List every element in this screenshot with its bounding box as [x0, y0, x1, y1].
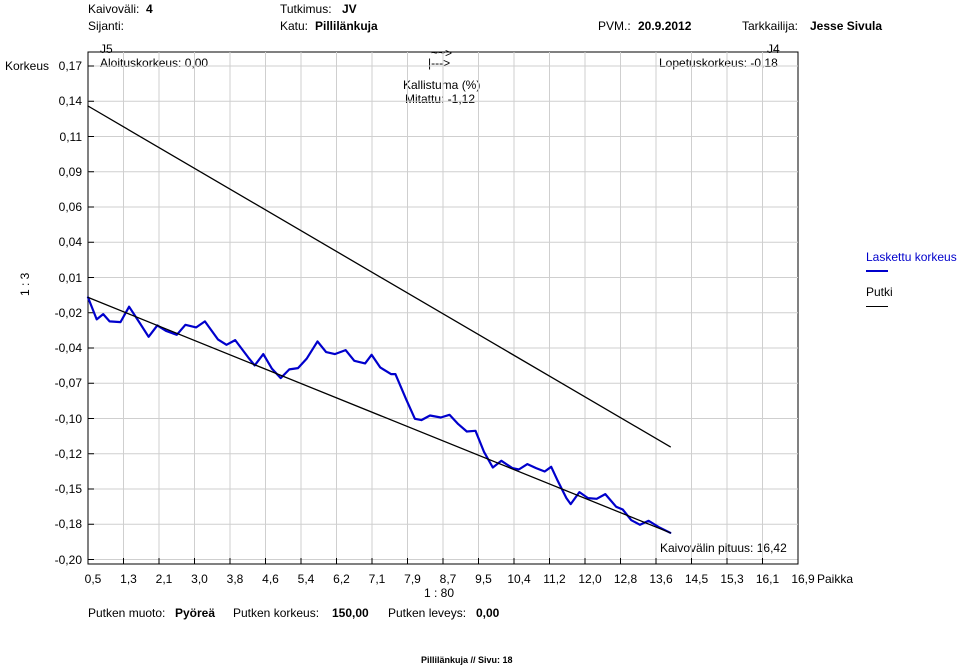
y-tick-label: 0,09 — [58, 164, 82, 179]
tutkimus-label: Tutkimus: — [280, 2, 332, 16]
x-tick-label: 6,2 — [333, 572, 350, 586]
x-tick-label: 4,6 — [262, 572, 279, 586]
x-tick-label: 11,2 — [543, 572, 566, 586]
series-computed-height — [86, 296, 672, 534]
y-tick-label: -0,12 — [54, 446, 82, 461]
x-tick-label: 15,3 — [720, 572, 744, 586]
y-tick-label: 0,01 — [58, 270, 82, 285]
pipe-width-value: 0,00 — [476, 606, 500, 620]
x-tick-label: 16,9 — [791, 572, 815, 586]
y-tick-label: -0,02 — [54, 305, 82, 320]
legend-pipe-swatch — [866, 306, 888, 307]
kaivovali-value: 4 — [146, 2, 153, 16]
series-pipe-line — [87, 105, 671, 448]
x-tick-label: 0,5 — [84, 572, 102, 586]
y-tick-label: 0,04 — [58, 235, 82, 250]
x-tick-label: 7,1 — [368, 572, 386, 586]
pipe-shape-label: Putken muoto: — [88, 606, 166, 620]
x-tick-label: 8,7 — [439, 572, 457, 586]
x-tick-label: 3,0 — [191, 572, 208, 586]
x-tick-label: 16,1 — [755, 572, 780, 586]
x-tick-label: 12,8 — [613, 572, 638, 586]
x-axis-title: Paikka — [817, 572, 854, 586]
x-tick-label: 7,9 — [404, 572, 421, 586]
x-tick-label: 12,0 — [578, 572, 602, 586]
katu-label: Katu: — [280, 19, 309, 33]
x-tick-label: 1,3 — [120, 572, 137, 586]
sijanti-label: Sijanti: — [88, 19, 125, 33]
legend-computed-label: Laskettu korkeus — [866, 250, 957, 264]
y-tick-label: 0,06 — [58, 200, 82, 214]
tarkkailija-label: Tarkkailija: — [742, 19, 799, 33]
pipe-height-label: Putken korkeus: — [233, 606, 320, 620]
y-tick-label: 0,14 — [58, 94, 82, 109]
pipe-height-value: 150,00 — [332, 606, 369, 620]
y-axis-title: Korkeus — [5, 59, 50, 73]
x-tick-label: 13,6 — [649, 572, 673, 586]
pvm-label: PVM.: — [598, 19, 631, 33]
y-tick-label: 0,11 — [59, 129, 82, 144]
page-info: Pillilänkuja // Sivu: 18 — [421, 655, 513, 665]
x-tick-label: 3,8 — [226, 572, 244, 586]
katu-value: Pillilänkuja — [315, 19, 378, 33]
y-tick-label: -0,07 — [54, 376, 82, 391]
y-tick-label: -0,20 — [54, 552, 82, 567]
slope-measured: Mitattu: -1,12 — [405, 92, 476, 106]
y-tick-label: 0,17 — [58, 59, 82, 73]
legend-pipe-label: Putki — [866, 285, 893, 299]
pipe-shape-value: Pyöreä — [175, 606, 216, 620]
x-tick-label: 14,5 — [684, 572, 709, 586]
x-tick-label: 5,4 — [297, 572, 315, 586]
x-tick-label: 2,1 — [155, 572, 173, 586]
legend-computed-swatch — [866, 270, 888, 272]
tarkkailija-value: Jesse Sivula — [810, 19, 883, 33]
x-tick-label: 9,5 — [475, 572, 492, 586]
x-tick-label: 10,4 — [507, 572, 531, 586]
y-tick-label: -0,15 — [54, 482, 82, 496]
y-tick-label: -0,18 — [54, 517, 82, 532]
kaivovali-label: Kaivoväli: — [88, 2, 140, 16]
direction-arrow-top: ~~> — [431, 46, 453, 60]
tutkimus-value: JV — [342, 2, 357, 16]
x-scale-label: 1 : 80 — [424, 586, 455, 600]
y-tick-label: -0,10 — [54, 411, 82, 426]
pvm-value: 20.9.2012 — [638, 19, 692, 33]
y-tick-label: -0,04 — [54, 341, 82, 355]
slope-label: Kallistuma (%) — [403, 78, 481, 92]
pipe-width-label: Putken leveys: — [388, 606, 467, 620]
series-reference-line — [87, 296, 671, 534]
